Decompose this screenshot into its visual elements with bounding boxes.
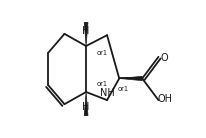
Polygon shape bbox=[84, 92, 88, 116]
Text: O: O bbox=[160, 53, 168, 63]
Text: H: H bbox=[82, 102, 90, 112]
Text: NH: NH bbox=[100, 88, 115, 98]
Text: H: H bbox=[82, 26, 90, 36]
Text: or1: or1 bbox=[118, 86, 129, 92]
Text: or1: or1 bbox=[97, 50, 108, 56]
Text: or1: or1 bbox=[97, 81, 108, 87]
Text: OH: OH bbox=[158, 94, 173, 104]
Polygon shape bbox=[119, 76, 142, 81]
Polygon shape bbox=[84, 22, 88, 46]
